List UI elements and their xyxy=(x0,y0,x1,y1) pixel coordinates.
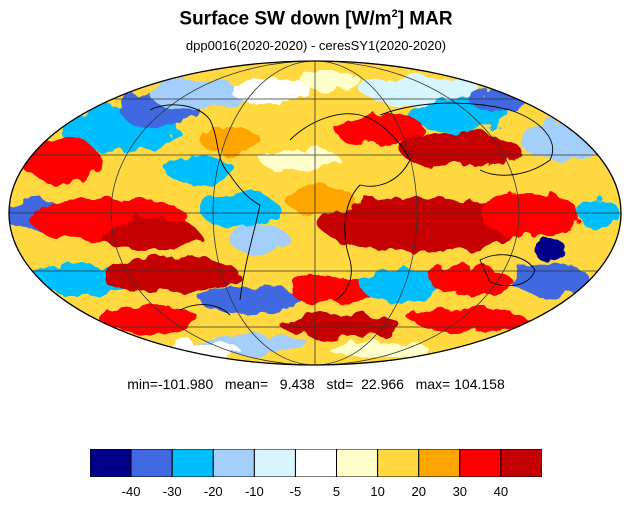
anomaly-patches xyxy=(9,70,620,358)
colorbar-swatch xyxy=(90,449,132,477)
coastlines xyxy=(149,102,554,316)
colorbar-tick-label: -30 xyxy=(162,484,182,499)
colorbar-swatch xyxy=(130,449,173,477)
colorbar xyxy=(90,449,542,477)
colorbar-swatch xyxy=(459,449,502,477)
colorbar-tick-label: -5 xyxy=(289,484,302,499)
colorbar-tick-label: -40 xyxy=(121,484,141,499)
figure-title: Surface SW down [W/m2] MAR xyxy=(179,8,453,30)
statistics-line: min=-101.980 mean= 9.438 std= 22.966 max… xyxy=(127,376,505,392)
colorbar-swatch xyxy=(500,449,542,477)
colorbar-swatch xyxy=(212,449,255,477)
colorbar-tick-label: -20 xyxy=(203,484,223,499)
map-field xyxy=(9,61,621,365)
colorbar-tick-label: 10 xyxy=(370,484,385,499)
figure-subtitle: dpp0016(2020-2020) - ceresSY1(2020-2020) xyxy=(185,38,447,53)
colorbar-tick-label: 5 xyxy=(332,484,341,499)
colorbar-tick-label: -10 xyxy=(244,484,264,499)
colorbar-tick-label: 40 xyxy=(493,484,509,499)
colorbar-swatch xyxy=(294,449,338,477)
colorbar-swatch xyxy=(253,449,296,477)
colorbar-tick-label: 30 xyxy=(452,484,468,499)
colorbar-swatch xyxy=(336,449,379,477)
colorbar-labels: -40 -30 -20 -10 -5 5 10 20 30 40 xyxy=(0,484,632,502)
colorbar-swatch xyxy=(171,449,214,477)
colorbar-swatch xyxy=(377,449,420,477)
globe-outline xyxy=(8,60,622,366)
colorbar-swatch xyxy=(418,449,461,477)
colorbar-tick-label: 20 xyxy=(411,484,426,499)
